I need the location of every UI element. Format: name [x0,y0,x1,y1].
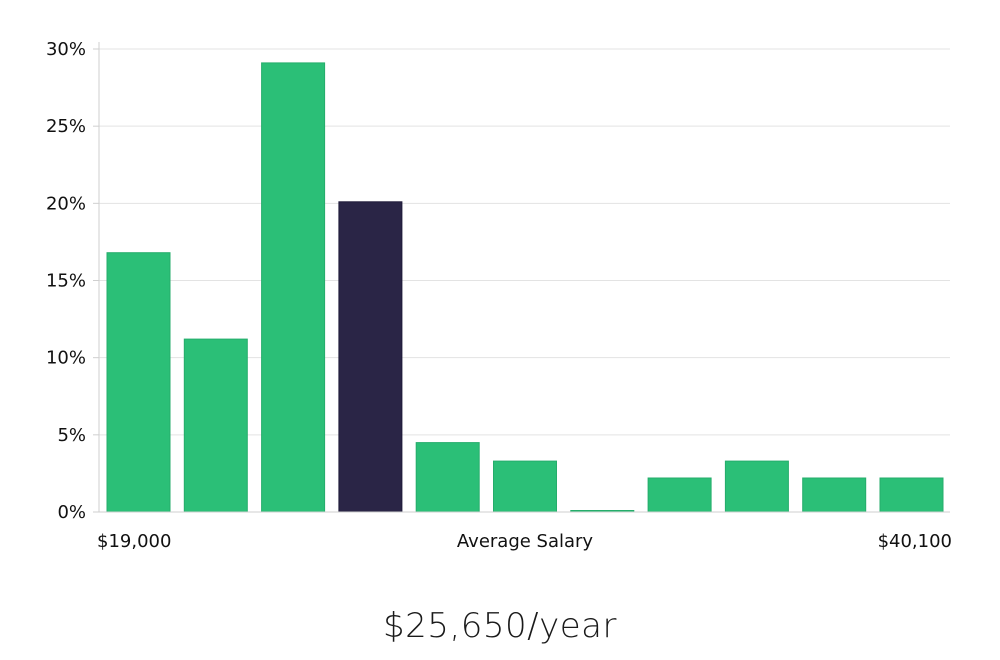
average-salary-headline: $25,650/year [383,606,617,646]
bar [415,442,480,513]
bar [879,477,944,513]
bars [106,62,944,513]
y-axis: 0% 5% 10% 15% 20% 25% 30% [46,39,99,523]
bar [261,62,326,513]
y-tick-label: 20% [46,193,86,214]
bar [106,252,171,513]
x-max-label: $40,100 [878,531,952,552]
x-min-label: $19,000 [97,531,171,552]
y-tick-label: 30% [46,39,86,60]
y-tick-label: 5% [57,425,86,446]
y-tick-label: 25% [46,116,86,137]
x-axis-title: Average Salary [457,531,594,552]
y-tick-label: 10% [46,348,86,369]
bar [183,338,248,513]
y-tick-label: 0% [57,502,86,523]
bar [493,460,557,513]
bar [802,477,867,513]
bar [647,477,712,513]
bar [724,460,789,513]
salary-histogram: 0% 5% 10% 15% 20% 25% 30% $19,000 Average Sala… [46,39,952,552]
y-tick-label: 15% [46,271,86,292]
bar-highlighted [338,201,403,513]
